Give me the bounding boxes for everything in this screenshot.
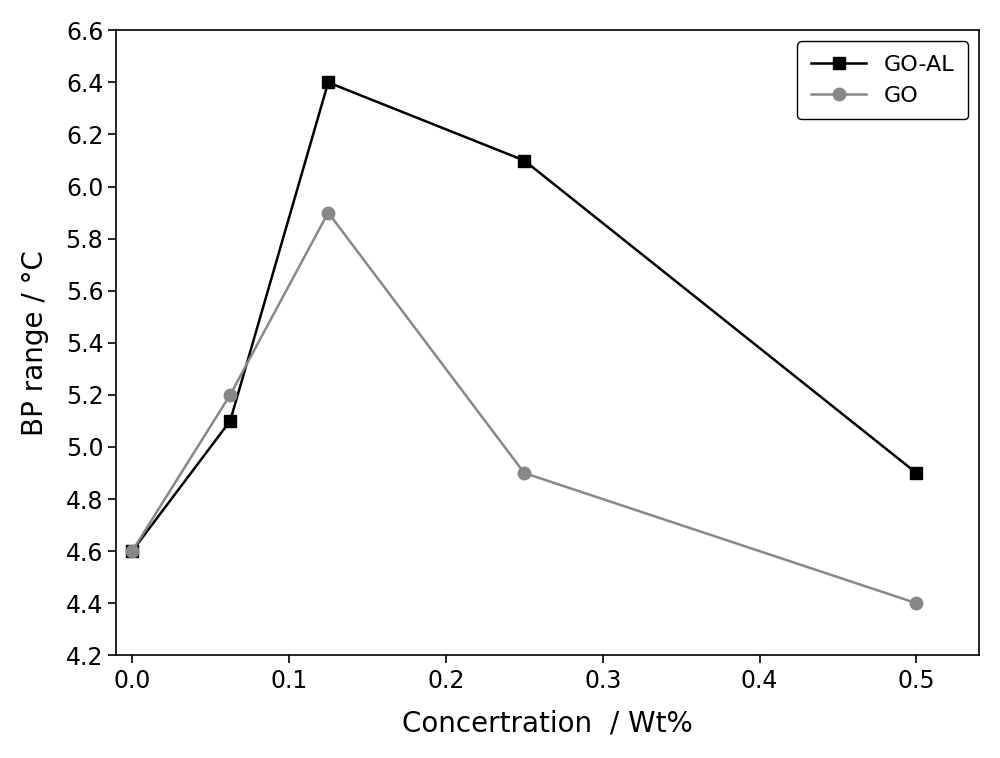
GO-AL xyxy=(910,468,922,478)
Legend: GO-AL, GO: GO-AL, GO xyxy=(797,42,968,119)
GO-AL xyxy=(224,416,236,425)
GO xyxy=(910,599,922,608)
GO xyxy=(224,390,236,399)
GO-AL xyxy=(322,78,334,87)
Line: GO: GO xyxy=(126,206,923,609)
GO xyxy=(126,547,138,556)
X-axis label: Concertration  / Wt%: Concertration / Wt% xyxy=(402,709,693,738)
GO-AL xyxy=(126,547,138,556)
GO-AL xyxy=(518,156,530,165)
GO xyxy=(322,208,334,217)
Line: GO-AL: GO-AL xyxy=(126,76,923,557)
Y-axis label: BP range / °C: BP range / °C xyxy=(21,250,49,436)
GO xyxy=(518,468,530,478)
